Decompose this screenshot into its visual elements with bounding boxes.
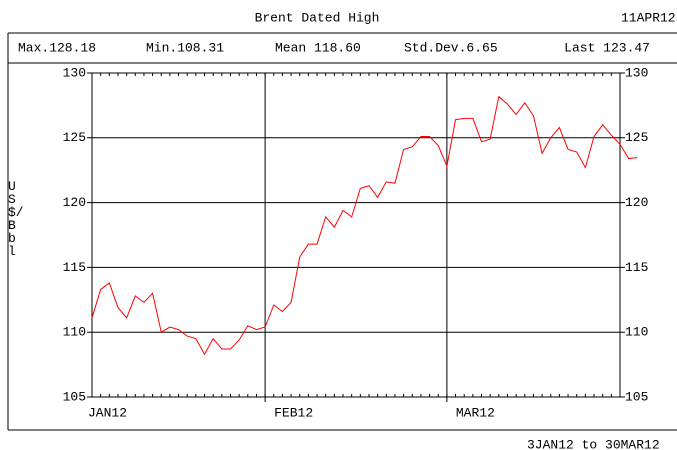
plot-frame [91, 72, 621, 398]
y-tick-label-right: 110 [625, 325, 648, 340]
y-tick-label: 120 [63, 195, 86, 210]
x-tick-label: FEB12 [274, 405, 313, 420]
stat: Std.Dev.6.65 [404, 40, 498, 55]
stat: Min.108.31 [146, 40, 224, 55]
y-tick-label-right: 125 [625, 130, 648, 145]
y-tick-label-right: 115 [625, 260, 648, 275]
y-tick-label-right: 120 [625, 195, 648, 210]
stat: Max.128.18 [18, 40, 96, 55]
y-tick-label: 130 [63, 65, 86, 80]
data-line [91, 95, 638, 356]
y-axis-label: US$/Bbl [8, 179, 24, 259]
y-tick-label-right: 105 [625, 389, 648, 404]
footer: 3JAN12 to 30MAR12 [527, 437, 660, 450]
x-tick-label: MAR12 [456, 405, 495, 420]
stat: Mean 118.60 [275, 40, 361, 55]
y-tick-label: 110 [63, 325, 86, 340]
y-tick-label: 125 [63, 130, 86, 145]
date: 11APR12 [621, 10, 676, 25]
y-tick-label-right: 130 [625, 65, 648, 80]
x-tick-label: JAN12 [88, 405, 127, 420]
stat: Last 123.47 [564, 40, 650, 55]
y-tick-label: 105 [63, 389, 86, 404]
y-tick-label: 115 [63, 260, 86, 275]
chart-title: Brent Dated High [255, 10, 380, 25]
